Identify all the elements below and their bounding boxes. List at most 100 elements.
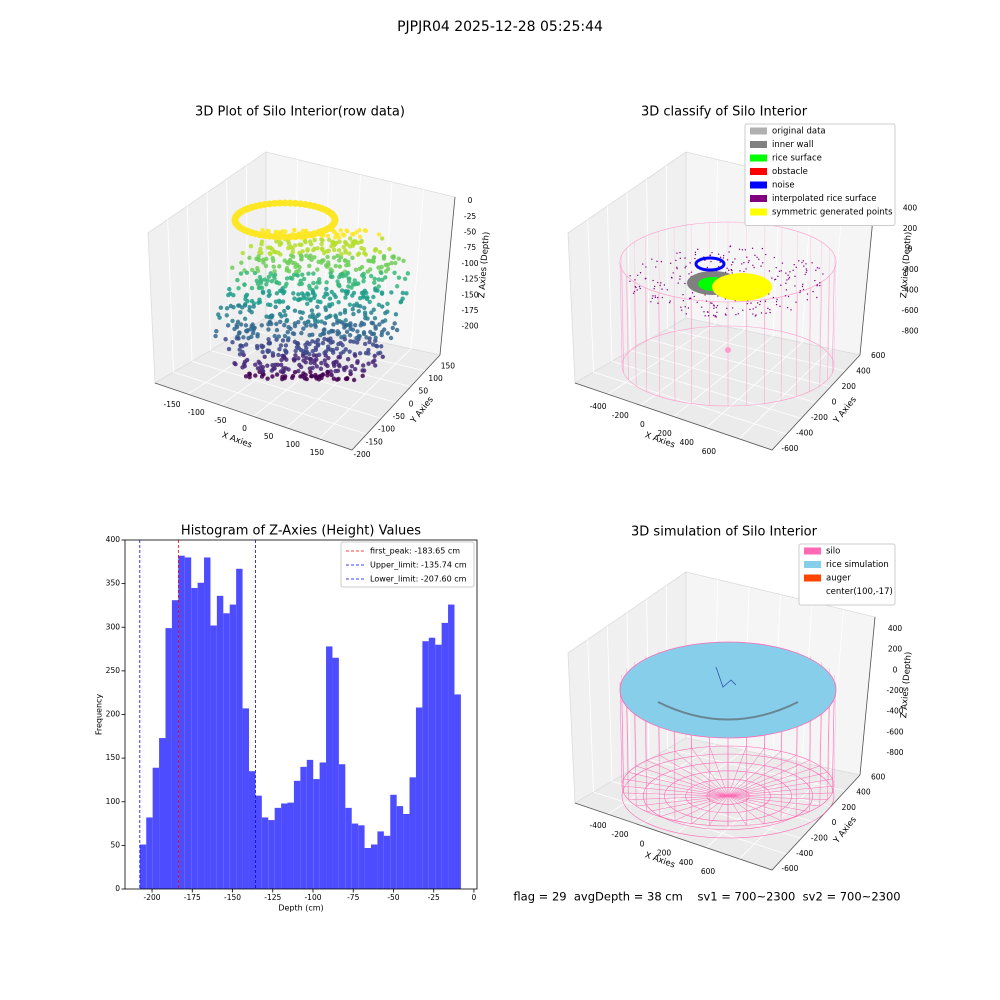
decor-point — [352, 353, 358, 358]
decor-point — [245, 357, 250, 363]
decor-point — [354, 340, 360, 345]
decor-point — [391, 254, 396, 259]
decor-point — [281, 369, 286, 374]
decor-point — [288, 326, 293, 331]
decor-point — [292, 321, 298, 326]
decor-wire — [709, 795, 729, 826]
decor-point — [400, 296, 405, 301]
decor-point — [368, 273, 374, 279]
decor-point — [654, 296, 657, 299]
y-tick-label: -150 — [366, 437, 383, 446]
decor-point — [333, 263, 338, 269]
decor-wire — [623, 778, 729, 797]
decor-point — [731, 269, 733, 272]
legend-swatch — [750, 141, 767, 148]
decor-point — [304, 355, 309, 361]
decor-point — [328, 267, 333, 272]
decor-point — [680, 306, 682, 308]
decor-point — [795, 266, 797, 269]
decor-point — [326, 237, 332, 243]
decor-point — [352, 278, 357, 283]
decor-point — [291, 291, 296, 296]
decor-point — [254, 343, 260, 349]
decor-wire — [727, 792, 833, 797]
decor-point — [319, 237, 324, 242]
decor-point — [346, 284, 351, 289]
decor-point — [715, 316, 718, 318]
decor-point — [385, 301, 390, 306]
x-tick-label: -25 — [428, 893, 440, 902]
decor-point — [781, 262, 784, 264]
decor-point — [765, 312, 767, 314]
x-tick-label: -200 — [611, 830, 628, 839]
z-tick-label: -600 — [886, 727, 903, 736]
decor-point — [360, 363, 366, 368]
decor-point — [290, 331, 296, 336]
decor-point — [255, 332, 260, 337]
z-tick-label: -200 — [461, 322, 478, 331]
y-tick-label: -600 — [781, 444, 798, 453]
decor-point — [349, 232, 355, 237]
decor-point — [306, 271, 311, 276]
bar — [159, 738, 166, 889]
decor-point — [369, 320, 374, 326]
bar — [152, 767, 160, 889]
bar — [370, 844, 378, 889]
decor-point — [729, 245, 732, 247]
decor-wire — [727, 795, 747, 826]
decor-wire — [727, 795, 820, 807]
legend-label: rice simulation — [826, 560, 889, 570]
decor-point — [778, 270, 781, 273]
decor-point — [336, 248, 342, 253]
decor-point — [338, 311, 343, 316]
decor-point — [301, 295, 306, 301]
decor-point — [264, 282, 269, 287]
decor-point — [687, 307, 690, 309]
decor-point — [279, 357, 284, 363]
decor-point — [230, 318, 235, 324]
decor-point — [243, 323, 249, 328]
decor-point — [660, 282, 662, 284]
decor-point — [249, 334, 254, 340]
decor-point — [330, 350, 336, 355]
decor-point — [255, 265, 260, 271]
decor-point — [270, 313, 275, 318]
decor-point — [308, 323, 314, 328]
decor-point — [379, 270, 384, 276]
decor-point — [361, 278, 366, 284]
decor-point — [343, 240, 349, 246]
decor-point — [351, 377, 357, 383]
decor-point — [353, 267, 359, 272]
pane-grid — [665, 165, 668, 329]
decor-point — [292, 228, 297, 233]
decor-wire — [827, 275, 830, 380]
decor-wire — [645, 287, 648, 392]
decor-point — [238, 322, 244, 327]
decor-point — [253, 373, 258, 378]
decor-wire — [628, 795, 729, 800]
decor-point — [267, 251, 272, 256]
decor-point — [310, 314, 316, 320]
decor-point — [685, 265, 687, 267]
decor-point — [714, 314, 716, 317]
decor-point — [290, 249, 296, 255]
decor-wire — [619, 221, 837, 303]
decor-point — [816, 267, 819, 269]
decor-point — [760, 312, 763, 314]
pane-grid — [206, 192, 211, 351]
decor-point — [694, 253, 697, 256]
decor-point — [312, 361, 317, 366]
decor-point — [638, 285, 641, 288]
decor-point — [326, 248, 331, 254]
z-tick-label: -150 — [461, 290, 478, 299]
decor-point — [337, 239, 342, 244]
y-tick-label: 200 — [842, 803, 857, 812]
decor-point — [703, 311, 705, 313]
decor-point — [299, 330, 304, 336]
decor-wire — [795, 292, 798, 397]
decor-point — [303, 239, 308, 245]
decor-point — [359, 238, 364, 244]
decor-point — [818, 267, 820, 269]
decor-point — [680, 309, 683, 311]
decor-point — [320, 340, 326, 346]
